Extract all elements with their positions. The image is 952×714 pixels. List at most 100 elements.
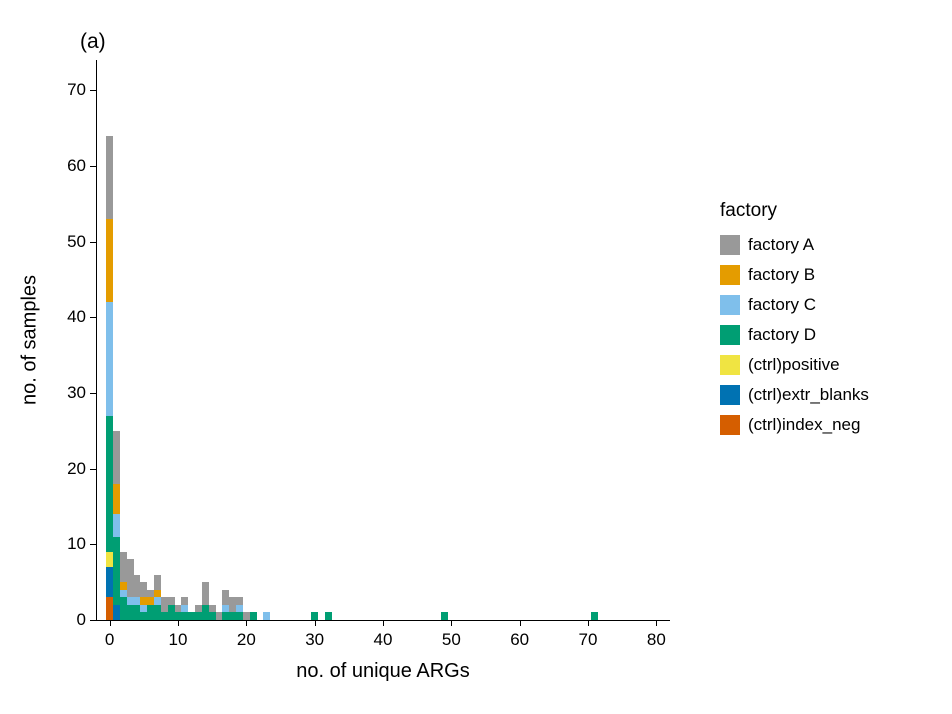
y-tick-label: 60 — [64, 156, 86, 176]
bar-segment — [140, 582, 147, 597]
bar-segment — [195, 612, 202, 620]
x-tick — [656, 620, 657, 626]
legend-item: (ctrl)index_neg — [720, 410, 869, 440]
bar-segment — [113, 484, 120, 514]
bar-segment — [120, 597, 127, 620]
bar-segment — [106, 219, 113, 302]
bar-segment — [311, 612, 318, 620]
bar-segment — [195, 605, 202, 613]
legend-swatch — [720, 295, 740, 315]
y-tick-label: 50 — [64, 232, 86, 252]
bar-segment — [175, 612, 182, 620]
legend-label: (ctrl)extr_blanks — [748, 385, 869, 405]
bar-segment — [106, 416, 113, 552]
x-tick-label: 80 — [647, 630, 666, 650]
bar-segment — [161, 597, 168, 612]
bar-segment — [263, 612, 270, 620]
bar-segment — [175, 605, 182, 613]
bar-segment — [325, 612, 332, 620]
y-axis-line — [96, 60, 97, 620]
bar-segment — [147, 590, 154, 598]
legend-swatch — [720, 235, 740, 255]
bar-segment — [222, 612, 229, 620]
x-tick-label: 10 — [169, 630, 188, 650]
bar-segment — [243, 612, 250, 620]
bar-segment — [250, 612, 257, 620]
panel-label: (a) — [80, 30, 106, 54]
y-tick — [90, 90, 96, 91]
x-axis-title: no. of unique ARGs — [296, 660, 469, 683]
legend-swatch — [720, 385, 740, 405]
x-tick-label: 0 — [105, 630, 114, 650]
legend-swatch — [720, 325, 740, 345]
legend-swatch — [720, 265, 740, 285]
bar-segment — [229, 597, 236, 612]
legend-swatch — [720, 355, 740, 375]
legend-label: factory B — [748, 265, 815, 285]
bar-segment — [113, 605, 120, 620]
y-axis-title: no. of samples — [19, 275, 42, 405]
legend-label: (ctrl)positive — [748, 355, 840, 375]
bar-segment — [154, 597, 161, 605]
y-tick-label: 30 — [64, 383, 86, 403]
y-tick — [90, 393, 96, 394]
x-tick — [451, 620, 452, 626]
x-tick-label: 60 — [510, 630, 529, 650]
figure: (a) no. of samples no. of unique ARGs fa… — [0, 0, 952, 714]
bar-segment — [106, 552, 113, 567]
legend-item: factory A — [720, 230, 869, 260]
bar-segment — [120, 552, 127, 582]
bar-segment — [154, 590, 161, 598]
legend-item: (ctrl)extr_blanks — [720, 380, 869, 410]
y-tick — [90, 317, 96, 318]
bar-segment — [216, 612, 223, 620]
y-tick — [90, 166, 96, 167]
bar-segment — [127, 559, 134, 597]
legend-title: factory — [720, 200, 869, 222]
x-tick — [520, 620, 521, 626]
bar-segment — [236, 605, 243, 613]
bar-segment — [181, 597, 188, 605]
legend-item: factory B — [720, 260, 869, 290]
bar-segment — [202, 605, 209, 620]
x-tick-label: 20 — [237, 630, 256, 650]
bar-segment — [168, 605, 175, 620]
x-tick — [315, 620, 316, 626]
bar-segment — [154, 605, 161, 620]
x-tick — [383, 620, 384, 626]
bar-segment — [140, 612, 147, 620]
legend-swatch — [720, 415, 740, 435]
x-tick — [246, 620, 247, 626]
x-tick — [110, 620, 111, 626]
bar-segment — [106, 302, 113, 416]
bar-segment — [120, 582, 127, 590]
bar-segment — [188, 612, 195, 620]
y-tick-label: 40 — [64, 307, 86, 327]
bar-segment — [441, 612, 448, 620]
bar-segment — [236, 597, 243, 605]
bar-segment — [140, 597, 147, 605]
bar-segment — [106, 597, 113, 620]
x-tick-label: 50 — [442, 630, 461, 650]
bar-segment — [222, 605, 229, 613]
x-tick-label: 40 — [374, 630, 393, 650]
x-tick — [178, 620, 179, 626]
legend-item: factory D — [720, 320, 869, 350]
bar-segment — [236, 612, 243, 620]
bar-segment — [168, 597, 175, 605]
bar-segment — [106, 136, 113, 219]
bar-segment — [113, 431, 120, 484]
y-tick-label: 0 — [64, 610, 86, 630]
y-tick-label: 20 — [64, 459, 86, 479]
bar-segment — [202, 582, 209, 605]
bar-segment — [113, 537, 120, 605]
x-tick-label: 70 — [579, 630, 598, 650]
bar-segment — [134, 575, 141, 598]
y-tick-label: 10 — [64, 534, 86, 554]
bar-segment — [181, 605, 188, 613]
legend-item: factory C — [720, 290, 869, 320]
bar-segment — [161, 612, 168, 620]
x-tick-label: 30 — [305, 630, 324, 650]
y-tick — [90, 242, 96, 243]
bar-segment — [209, 605, 216, 613]
